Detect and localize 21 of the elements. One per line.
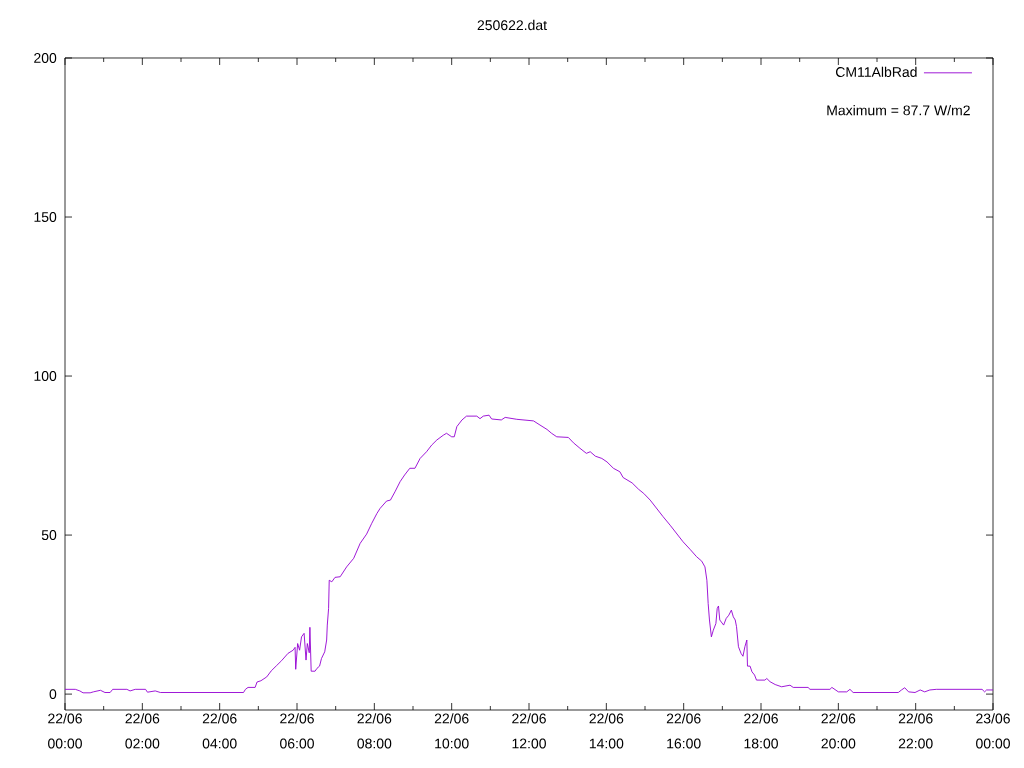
y-tick-label: 150 bbox=[34, 212, 57, 222]
chart-title: 250622.dat bbox=[477, 19, 547, 31]
legend-label: CM11AlbRad bbox=[835, 66, 917, 77]
x-tick-label: 22/06 16:00 bbox=[666, 713, 701, 749]
y-tick-label: 50 bbox=[41, 530, 57, 541]
x-tick-label: 22/06 02:00 bbox=[125, 713, 160, 749]
x-tick-label: 22/06 20:00 bbox=[821, 713, 856, 749]
y-tick-label: 0 bbox=[49, 689, 57, 700]
x-tick-label: 22/06 04:00 bbox=[202, 713, 237, 749]
x-tick-label: 22/06 08:00 bbox=[357, 713, 392, 749]
x-tick-label: 22/06 14:00 bbox=[589, 713, 624, 749]
annotation: Maximum = 87.7 W/m2 bbox=[827, 105, 970, 116]
x-tick-label: 22/06 12:00 bbox=[512, 713, 546, 749]
x-tick-label: 22/06 18:00 bbox=[744, 713, 778, 749]
x-tick-label: 22/06 10:00 bbox=[434, 713, 469, 749]
x-tick-label: 22/06 06:00 bbox=[280, 713, 314, 749]
y-tick-label: 100 bbox=[34, 371, 57, 381]
y-tick-label: 200 bbox=[34, 53, 57, 63]
x-tick-label: 22/06 00:00 bbox=[48, 713, 82, 749]
x-tick-label: 23/06 00:00 bbox=[976, 713, 1010, 749]
x-tick-label: 22/06 22:00 bbox=[898, 713, 933, 749]
